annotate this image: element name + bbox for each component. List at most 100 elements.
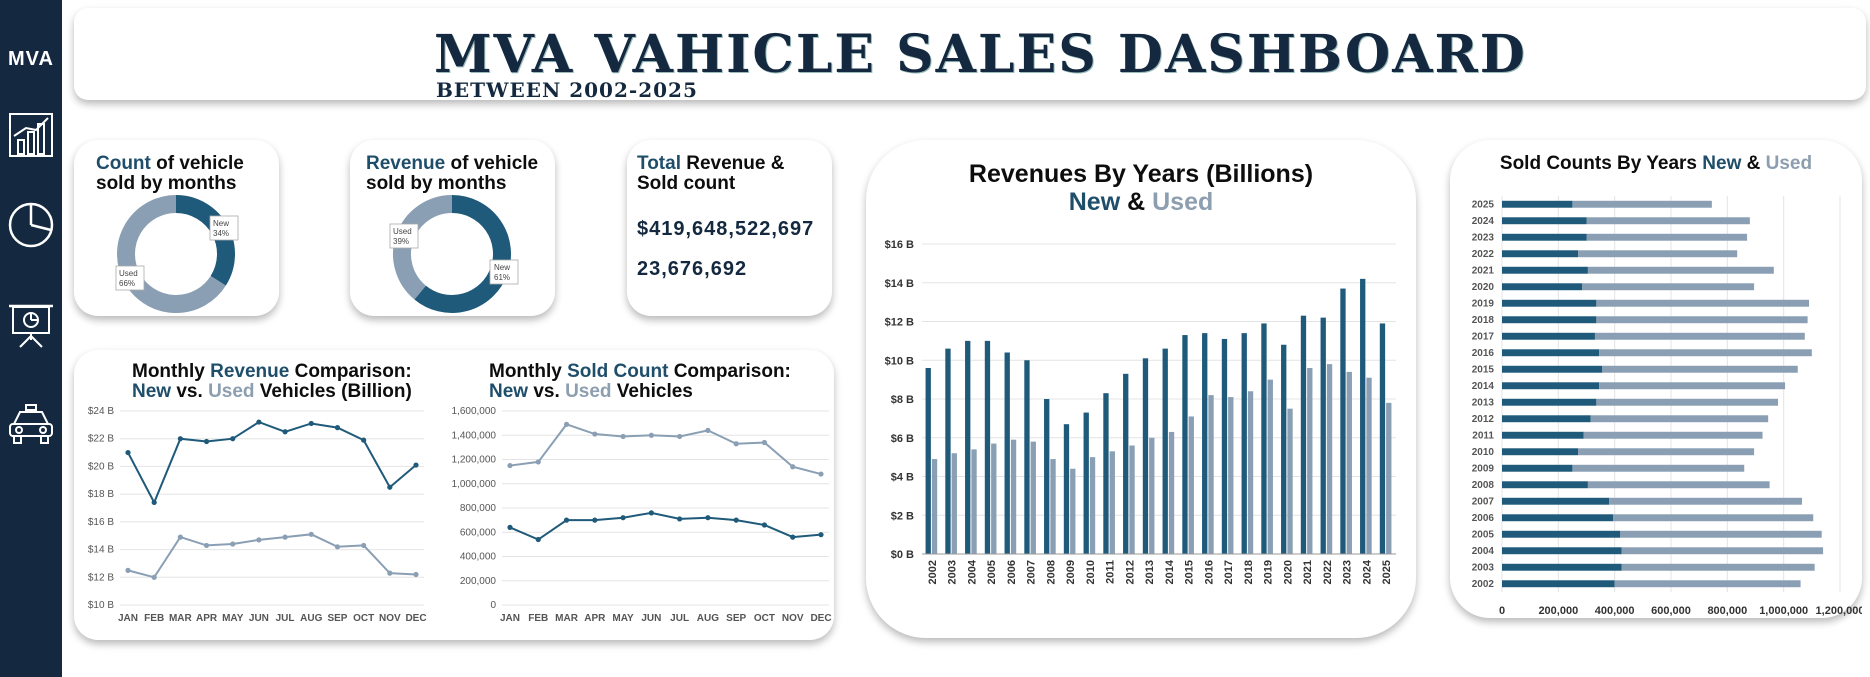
bar-used	[1596, 299, 1810, 307]
revenue-new-label: New	[494, 263, 510, 272]
x-tick-label: 2025	[1381, 560, 1393, 584]
y-tick-label: 2011	[1472, 430, 1494, 441]
bar-new	[1502, 283, 1583, 291]
y-tick-label: 2007	[1472, 496, 1495, 507]
presentation-icon[interactable]	[6, 300, 56, 350]
bar-used	[1586, 217, 1750, 225]
bar-new	[1320, 317, 1326, 554]
data-point-new	[563, 517, 570, 523]
revenue-used-pct: 39%	[393, 237, 409, 246]
x-tick-label: SEP	[726, 613, 746, 624]
bar-used	[1188, 416, 1194, 554]
count-new-label: New	[213, 219, 229, 228]
x-tick-label: 2006	[1006, 560, 1018, 584]
bar-used	[1614, 580, 1801, 588]
bar-used	[1366, 377, 1372, 554]
x-tick-label: 2005	[986, 560, 998, 584]
x-tick-label: 2002	[927, 560, 939, 584]
bar-new	[1502, 382, 1600, 390]
bar-used	[1583, 431, 1763, 439]
pie-chart-icon[interactable]	[6, 200, 56, 250]
x-tick-label: 2009	[1065, 560, 1077, 584]
monthly-revenue-title: Monthly Revenue Comparison: New vs. Used…	[132, 361, 412, 402]
x-tick-label: 2015	[1184, 560, 1196, 584]
y-tick-label: $12 B	[88, 572, 114, 583]
y-tick-label: 400,000	[460, 552, 497, 563]
bar-chart-icon[interactable]	[6, 110, 56, 160]
bar-used	[1050, 459, 1056, 554]
x-tick-label: JAN	[118, 613, 138, 624]
x-tick-label: 2003	[947, 560, 959, 584]
y-tick-label: $16 B	[885, 239, 914, 251]
data-point-new	[733, 517, 739, 523]
data-point-used	[125, 567, 131, 573]
x-tick-label: AUG	[300, 613, 322, 624]
data-point-used	[761, 439, 768, 446]
x-tick-label: OCT	[754, 613, 775, 624]
bar-used	[1386, 402, 1392, 554]
taxi-icon[interactable]	[6, 400, 56, 450]
x-tick-label: 200,000	[1538, 605, 1578, 617]
bar-new	[1142, 358, 1149, 554]
y-tick-label: 2017	[1472, 331, 1495, 342]
bar-new	[1502, 547, 1622, 555]
bar-new	[1502, 316, 1597, 324]
bar-new	[1502, 349, 1600, 357]
data-point-used	[151, 574, 157, 580]
bar-used	[1613, 514, 1814, 522]
y-tick-label: $2 B	[891, 510, 914, 522]
bar-new	[984, 340, 991, 554]
bar-used	[1609, 497, 1802, 505]
data-point-used	[413, 571, 419, 578]
series-line-new	[509, 511, 822, 541]
y-tick-label: $20 B	[88, 461, 114, 472]
bar-used	[1596, 398, 1779, 406]
revenue-new-pct: 61%	[494, 273, 510, 282]
y-tick-label: 1,200,000	[452, 455, 497, 466]
page-title: MVA VAHICLE SALES DASHBOARD	[434, 24, 1527, 85]
data-point-used	[256, 537, 262, 543]
y-tick-label: $14 B	[885, 278, 914, 290]
bar-used	[1267, 379, 1273, 554]
x-tick-label: 2010	[1085, 560, 1097, 584]
y-tick-label: $6 B	[891, 433, 914, 445]
bar-used	[1578, 448, 1755, 456]
y-tick-label: 2025	[1472, 199, 1495, 210]
data-point-new	[507, 524, 513, 530]
count-used-pct: 66%	[119, 279, 135, 288]
x-tick-label: 2023	[1342, 560, 1354, 584]
bar-used	[1621, 563, 1815, 571]
y-tick-label: 2024	[1472, 216, 1495, 227]
bar-new	[1300, 315, 1307, 554]
bar-new	[965, 340, 971, 554]
bar-new	[1024, 360, 1030, 554]
sold-years-title: Sold Counts By Years New & Used	[1499, 153, 1813, 174]
x-tick-label: 1,200,000	[1816, 605, 1862, 617]
y-tick-label: $14 B	[88, 545, 114, 556]
bar-used	[1572, 464, 1745, 472]
bar-new	[1103, 393, 1109, 554]
sold-by-years-card: Sold Counts By Years New & Used 0 200,000…	[1450, 140, 1862, 618]
x-tick-label: MAY	[612, 613, 634, 624]
bar-used	[1572, 200, 1712, 208]
y-tick-label: 2021	[1472, 265, 1495, 276]
bar-new	[1502, 398, 1597, 406]
x-tick-label: 600,000	[1651, 605, 1691, 617]
x-tick-label: 2020	[1282, 560, 1294, 584]
data-point-used	[733, 441, 739, 447]
y-tick-label: 2023	[1472, 232, 1495, 243]
bar-new	[1221, 338, 1228, 554]
bar-new	[1261, 323, 1267, 554]
bar-new	[1502, 431, 1584, 439]
x-tick-label: JUL	[276, 613, 295, 624]
data-point-new	[361, 437, 367, 443]
x-tick-label: 800,000	[1707, 605, 1747, 617]
bar-used	[1208, 395, 1214, 554]
bar-used	[1089, 457, 1096, 554]
x-tick-label: MAR	[555, 613, 579, 624]
kpi-revenue-card: Revenue of vehicle sold by months New 61…	[350, 140, 555, 316]
data-point-used	[648, 432, 654, 438]
bar-used	[1620, 530, 1822, 538]
y-tick-label: $4 B	[891, 472, 914, 484]
x-tick-label: MAY	[222, 613, 244, 624]
